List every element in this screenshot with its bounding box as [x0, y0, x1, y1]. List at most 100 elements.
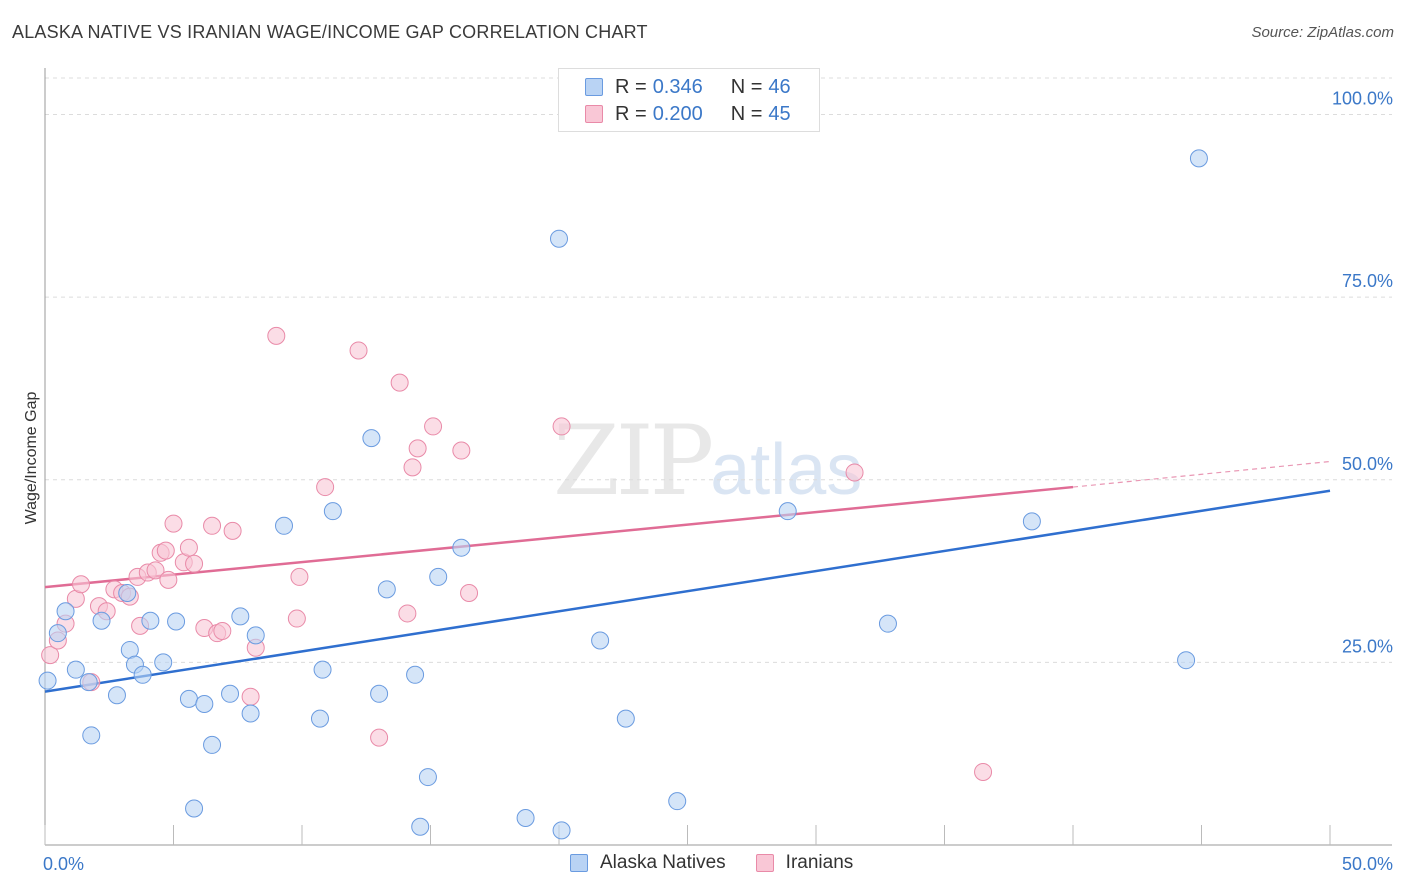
data-point-alaska	[550, 229, 568, 248]
data-point-iranian	[185, 554, 204, 573]
data-point-alaska	[231, 607, 250, 626]
grid	[45, 77, 1392, 663]
data-point-alaska	[82, 726, 101, 745]
trend-line-alaska	[44, 489, 1331, 693]
data-point-alaska	[313, 660, 332, 679]
trend-line-iranian-extension	[1072, 460, 1331, 488]
data-point-alaska	[323, 502, 342, 521]
data-point-alaska	[246, 626, 265, 645]
data-point-iranian	[156, 541, 175, 560]
data-point-alaska	[275, 516, 294, 535]
data-point-iranian	[398, 604, 417, 623]
data-point-alaska	[79, 673, 98, 692]
trend-lines	[44, 460, 1331, 693]
legend-n-value: 46	[768, 75, 791, 98]
data-point-alaska	[195, 695, 214, 714]
data-point-alaska	[203, 735, 222, 754]
trend-line-iranian	[44, 485, 1074, 589]
data-point-alaska	[179, 689, 198, 708]
legend-r-label: R =	[615, 75, 647, 98]
legend-r-value: 0.346	[652, 75, 703, 98]
legend-row-alaska: R = 0.346 N = 46	[585, 75, 791, 99]
data-point-alaska	[1022, 512, 1041, 531]
data-point-alaska	[552, 821, 571, 840]
bottom-legend-alaska: Alaska Natives	[570, 852, 726, 874]
y-axis-label: Wage/Income Gap	[23, 392, 40, 525]
data-point-alaska	[406, 665, 425, 684]
data-point-iranian	[159, 570, 178, 589]
legend: R = 0.346 N = 46 R = 0.200 N = 45	[558, 68, 820, 132]
bottom-legend-label: Alaska Natives	[600, 852, 726, 873]
watermark-atlas: atlas	[710, 430, 863, 510]
data-point-iranian	[164, 514, 183, 533]
data-point-alaska	[56, 602, 75, 621]
data-point-alaska	[185, 799, 204, 818]
bottom-legend-iranian: Iranians	[755, 852, 854, 874]
data-point-alaska	[616, 709, 635, 728]
data-point-alaska	[418, 768, 437, 787]
tick-labels: 25.0% 50.0% 75.0% 100.0% 0.0% 50.0%	[43, 89, 1393, 874]
data-point-alaska	[133, 665, 152, 684]
data-point-alaska	[141, 611, 160, 630]
data-point-iranian	[390, 373, 409, 392]
data-point-alaska	[310, 709, 329, 728]
data-point-iranian	[213, 621, 232, 640]
data-point-iranian	[552, 417, 571, 436]
data-point-iranian	[424, 417, 443, 436]
bottom-legend-label: Iranians	[785, 852, 854, 873]
data-point-iranian	[845, 463, 864, 482]
chart-source: Source: ZipAtlas.com	[1251, 24, 1394, 41]
data-point-alaska	[38, 671, 57, 690]
data-point-iranian	[41, 646, 60, 665]
bottom-legend: Alaska Natives Iranians	[570, 852, 883, 874]
y-tick-label: 100.0%	[1332, 89, 1393, 109]
data-point-alaska	[1189, 149, 1208, 168]
data-point-iranian	[203, 516, 222, 535]
data-point-alaska	[377, 580, 396, 599]
data-point-alaska	[591, 631, 610, 650]
data-point-alaska	[411, 817, 430, 836]
watermark: ZIPatlas	[553, 405, 862, 517]
data-point-iranian	[71, 575, 90, 594]
data-point-iranian	[179, 538, 198, 557]
x-tick-label: 50.0%	[1342, 854, 1393, 874]
data-point-iranian	[974, 762, 993, 781]
data-point-iranian	[267, 326, 286, 345]
data-point-iranian	[403, 458, 422, 477]
data-point-iranian	[316, 478, 335, 497]
data-point-alaska	[878, 614, 897, 633]
y-tick-label: 25.0%	[1342, 636, 1393, 656]
data-point-alaska	[167, 612, 186, 631]
data-point-alaska	[362, 429, 381, 448]
y-tick-label: 50.0%	[1342, 454, 1393, 474]
watermark-zip: ZIP	[553, 405, 714, 517]
data-point-alaska	[241, 704, 260, 723]
data-point-iranian	[223, 521, 242, 540]
data-point-alaska	[778, 502, 797, 521]
data-point-iranian	[290, 567, 309, 586]
axes	[44, 68, 1392, 846]
data-point-alaska	[370, 684, 389, 703]
data-point-alaska	[516, 808, 535, 827]
legend-r-label: R =	[615, 102, 647, 125]
legend-r-value: 0.200	[652, 102, 703, 125]
y-tick-label: 75.0%	[1342, 271, 1393, 291]
data-point-alaska	[154, 653, 173, 672]
data-point-alaska	[221, 684, 240, 703]
bottom-legend-swatch-alaska	[570, 854, 588, 872]
data-point-alaska	[92, 611, 111, 630]
legend-swatch-iranian	[585, 105, 603, 123]
data-point-alaska	[429, 567, 448, 586]
data-point-alaska	[48, 624, 67, 643]
data-point-alaska	[66, 660, 85, 679]
data-point-iranian	[287, 609, 306, 628]
data-point-iranian	[146, 561, 165, 580]
x-tick-label: 0.0%	[43, 854, 84, 874]
data-points	[38, 149, 1208, 840]
bottom-legend-swatch-iranian	[755, 854, 774, 872]
legend-n-label: N =	[730, 102, 763, 125]
data-point-alaska	[1177, 651, 1196, 670]
chart-title: ALASKA NATIVE VS IRANIAN WAGE/INCOME GAP…	[12, 22, 648, 42]
data-point-iranian	[349, 341, 368, 360]
legend-n-label: N =	[730, 75, 763, 98]
